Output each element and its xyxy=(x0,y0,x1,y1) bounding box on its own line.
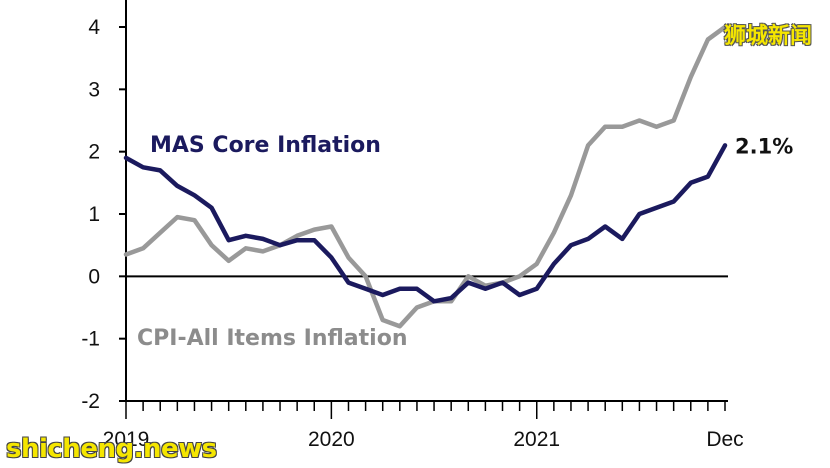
y-tick-label: 3 xyxy=(88,78,100,101)
watermark-logo-top: 狮城新闻 xyxy=(723,24,812,49)
x-tick-label: 2020 xyxy=(308,428,355,451)
watermark-logo-bottom: shicheng.news xyxy=(6,434,217,464)
y-tick-label: 1 xyxy=(88,203,100,226)
y-tick-label: -1 xyxy=(81,328,100,351)
series-line-cpi-all-items-inflation xyxy=(123,24,728,329)
y-tick-label: -2 xyxy=(81,390,100,413)
y-tick-label: 4 xyxy=(88,16,100,39)
series-label-cpi-all-items: CPI-All Items Inflation xyxy=(137,326,408,351)
series-layer xyxy=(123,24,728,329)
x-tick-label: Dec xyxy=(706,428,743,451)
chart-axes: -2 -1 0 1 2 3 4 2019 2020 2021 Dec xyxy=(81,0,744,451)
series-line-mas-core-inflation xyxy=(123,143,728,304)
y-tick-label: 0 xyxy=(88,265,100,288)
y-tick-label: 2 xyxy=(88,141,100,164)
x-tick-label: 2021 xyxy=(513,428,560,451)
x-tick-label: 2019 xyxy=(103,428,150,451)
series-label-mas-core: MAS Core Inflation xyxy=(150,133,381,158)
chart-labels: MAS Core Inflation CPI-All Items Inflatio… xyxy=(137,133,793,351)
data-label-core-end: 2.1% xyxy=(735,134,793,158)
